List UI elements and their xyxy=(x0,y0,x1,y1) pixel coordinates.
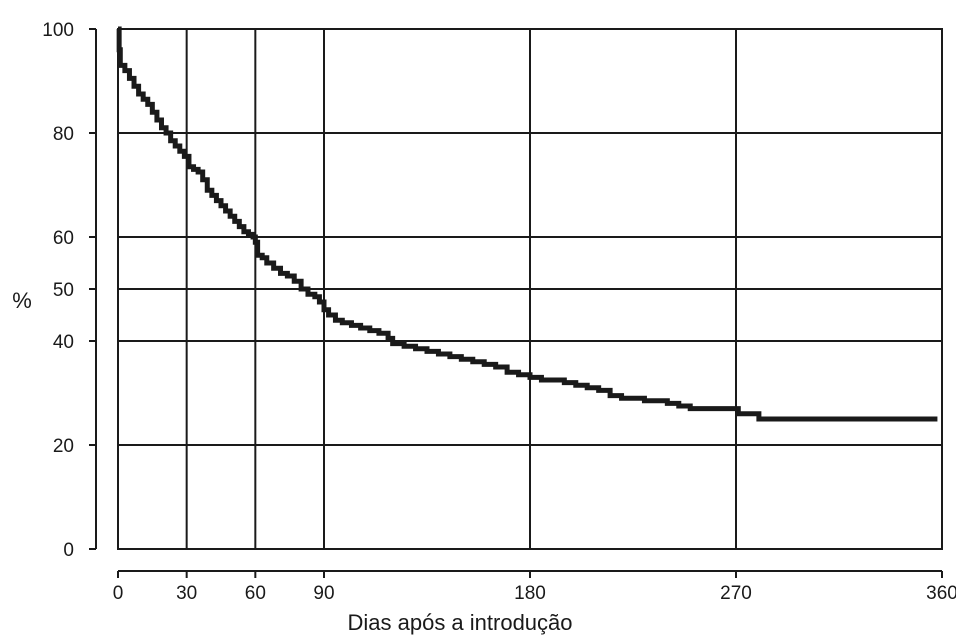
plot-frame xyxy=(117,28,943,550)
y-tick-label-100: 100 xyxy=(42,20,74,41)
x-tick-label-60: 60 xyxy=(245,583,266,604)
y-tick-label-40: 40 xyxy=(53,332,74,353)
x-tick-label-90: 90 xyxy=(313,583,334,604)
y-tick-label-80: 80 xyxy=(53,124,74,145)
tick-labels: 0 20 40 50 60 80 100 0 30 60 90 180 270 360 xyxy=(42,20,956,604)
x-tick-label-0: 0 xyxy=(113,583,124,604)
y-tick-label-0: 0 xyxy=(63,540,74,561)
x-tick-label-180: 180 xyxy=(514,583,546,604)
gridlines xyxy=(118,29,942,549)
y-tick-label-60: 60 xyxy=(53,228,74,249)
x-tick-label-30: 30 xyxy=(176,583,197,604)
x-tick-label-270: 270 xyxy=(720,583,752,604)
y-tick-label-20: 20 xyxy=(53,436,74,457)
y-axis-title: % xyxy=(12,288,32,313)
x-axis-title: Dias após a introdução xyxy=(347,610,572,635)
x-tick-label-360: 360 xyxy=(926,583,956,604)
y-tick-label-50: 50 xyxy=(53,280,74,301)
axes xyxy=(89,28,943,578)
survival-curve xyxy=(116,26,938,422)
